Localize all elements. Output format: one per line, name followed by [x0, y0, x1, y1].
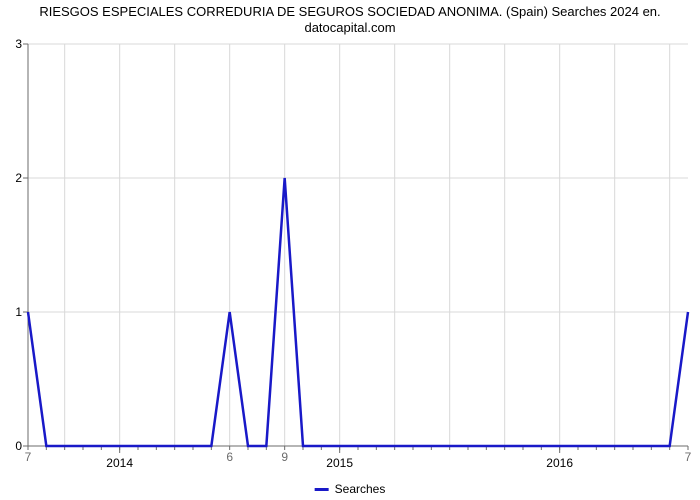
legend-label: Searches — [335, 482, 386, 496]
x-tick-label: 2015 — [326, 456, 353, 470]
point-label: 6 — [226, 450, 233, 464]
y-tick-label: 2 — [15, 171, 22, 185]
y-tick-label: 0 — [15, 439, 22, 453]
y-tick-label: 1 — [15, 305, 22, 319]
plot-area: 01232014201520167697 — [28, 44, 688, 446]
chart-title: RIESGOS ESPECIALES CORREDURIA DE SEGUROS… — [0, 4, 700, 37]
chart-container: { "chart": { "type": "line", "title_line… — [0, 0, 700, 500]
y-tick-label: 3 — [15, 37, 22, 51]
point-label: 7 — [685, 450, 692, 464]
legend-swatch — [315, 488, 329, 491]
point-label: 7 — [25, 450, 32, 464]
point-label: 9 — [281, 450, 288, 464]
legend: Searches — [315, 482, 386, 496]
chart-title-line2: datocapital.com — [304, 20, 395, 35]
x-tick-label: 2014 — [106, 456, 133, 470]
chart-svg — [28, 44, 688, 446]
x-tick-label: 2016 — [546, 456, 573, 470]
chart-title-line1: RIESGOS ESPECIALES CORREDURIA DE SEGUROS… — [39, 4, 660, 19]
